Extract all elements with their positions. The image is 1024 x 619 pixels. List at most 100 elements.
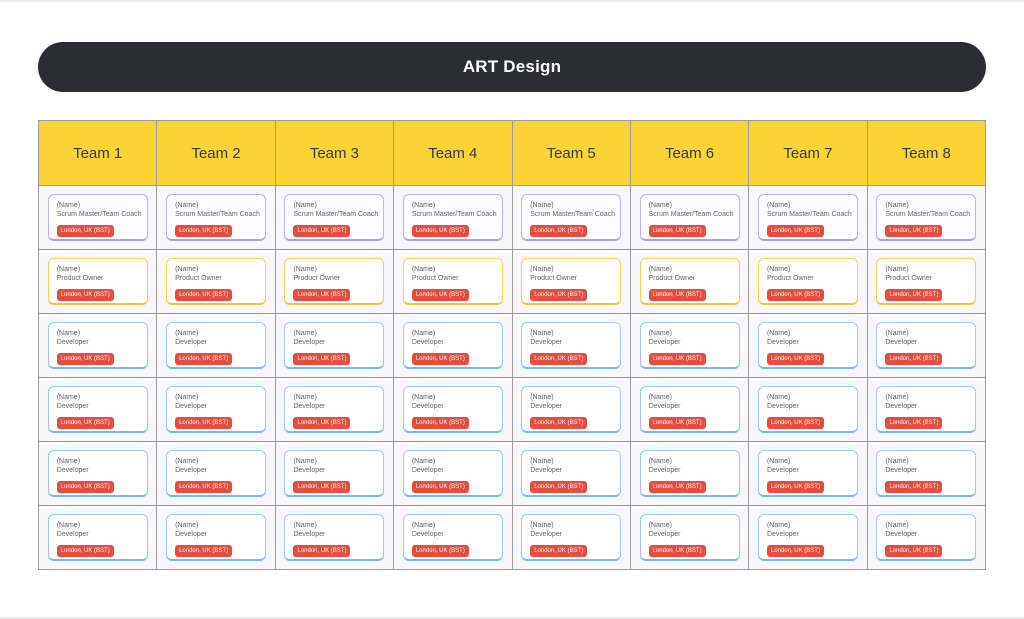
developer-card[interactable]: (Name) Developer London, UK (BST) (639, 514, 740, 561)
developer-card[interactable]: (Name) Developer London, UK (BST) (521, 322, 622, 369)
location-badge: London, UK (BST) (885, 417, 943, 429)
team-cell: (Name) Scrum Master/Team Coach London, UK … (511, 185, 631, 250)
developer-card[interactable]: (Name) Developer London, UK (BST) (284, 322, 385, 369)
team-cell: (Name) Developer London, UK (BST) (511, 505, 631, 570)
product-owner-card[interactable]: (Name) Product Owner London, UK (BST) (284, 258, 385, 305)
member-name: (Name) (56, 330, 81, 337)
scrum-master-card[interactable]: (Name) Scrum Master/Team Coach London, UK … (166, 194, 267, 241)
team-cell: (Name) Developer London, UK (BST) (629, 441, 750, 506)
developer-card[interactable]: (Name) Developer London, UK (BST) (284, 386, 385, 433)
member-role: Scrum Master/Team Coach (175, 211, 260, 218)
team-cell: (Name) Developer London, UK (BST) (629, 377, 750, 442)
developer-card[interactable]: (Name) Developer London, UK (BST) (757, 322, 858, 369)
product-owner-card[interactable]: (Name) Product Owner London, UK (BST) (402, 258, 503, 305)
team-cell: (Name) Product Owner London, UK (BST) (274, 249, 395, 314)
developer-card[interactable]: (Name) Developer London, UK (BST) (47, 514, 148, 561)
location-badge: London, UK (BST) (530, 353, 588, 365)
developer-card[interactable]: (Name) Developer London, UK (BST) (639, 322, 740, 369)
scrum-master-card[interactable]: (Name) Scrum Master/Team Coach London, UK … (521, 194, 622, 241)
team-cell: (Name) Developer London, UK (BST) (37, 505, 158, 570)
scrum-master-card[interactable]: (Name) Scrum Master/Team Coach London, UK … (639, 194, 740, 241)
team-cell: (Name) Developer London, UK (BST) (629, 505, 750, 570)
team-cell: (Name) Scrum Master/Team Coach London, UK … (393, 185, 513, 250)
team-cell: (Name) Developer London, UK (BST) (274, 377, 395, 442)
product-owner-card[interactable]: (Name) Product Owner London, UK (BST) (166, 258, 267, 305)
location-badge: London, UK (BST) (411, 417, 469, 429)
team-cell: (Name) Developer London, UK (BST) (274, 313, 395, 378)
member-role: Scrum Master/Team Coach (56, 211, 142, 218)
developer-card[interactable]: (Name) Developer London, UK (BST) (757, 514, 858, 561)
product-owner-card[interactable]: (Name) Product Owner London, UK (BST) (47, 258, 148, 305)
developer-card[interactable]: (Name) Developer London, UK (BST) (166, 514, 267, 561)
team-cell: (Name) Developer London, UK (BST) (274, 505, 395, 570)
member-name: (Name) (175, 522, 199, 529)
developer-card[interactable]: (Name) Developer London, UK (BST) (47, 322, 148, 369)
developer-card[interactable]: (Name) Developer London, UK (BST) (639, 450, 740, 497)
developer-card[interactable]: (Name) Developer London, UK (BST) (876, 386, 977, 433)
member-name: (Name) (411, 202, 436, 209)
team-cell: (Name) Developer London, UK (BST) (393, 441, 513, 506)
developer-card[interactable]: (Name) Developer London, UK (BST) (639, 386, 740, 433)
member-name: (Name) (885, 394, 909, 401)
member-name: (Name) (530, 330, 554, 337)
team-header-row: Team 1 Team 2 Team 3 Team 4 Team 5 Team … (37, 120, 987, 186)
team-cell: (Name) Developer London, UK (BST) (37, 377, 158, 442)
developer-card[interactable]: (Name) Developer London, UK (BST) (876, 514, 977, 561)
member-name: (Name) (411, 330, 436, 337)
scrum-master-card[interactable]: (Name) Scrum Master/Team Coach London, UK … (402, 194, 503, 241)
location-badge: London, UK (BST) (530, 545, 588, 557)
developer-card[interactable]: (Name) Developer London, UK (BST) (47, 386, 148, 433)
product-owner-card[interactable]: (Name) Product Owner London, UK (BST) (521, 258, 622, 305)
team-cell: (Name) Product Owner London, UK (BST) (37, 249, 158, 314)
member-name: (Name) (175, 202, 199, 209)
developer-card[interactable]: (Name) Developer London, UK (BST) (876, 450, 977, 497)
team-cell: (Name) Developer London, UK (BST) (37, 313, 158, 378)
developer-card[interactable]: (Name) Developer London, UK (BST) (166, 322, 267, 369)
developer-card[interactable]: (Name) Developer London, UK (BST) (402, 386, 503, 433)
member-name: (Name) (56, 394, 81, 401)
developer-card[interactable]: (Name) Developer London, UK (BST) (876, 322, 977, 369)
member-role: Scrum Master/Team Coach (411, 211, 497, 218)
developer-card[interactable]: (Name) Developer London, UK (BST) (402, 450, 503, 497)
product-owner-card[interactable]: (Name) Product Owner London, UK (BST) (639, 258, 740, 305)
member-name: (Name) (56, 202, 81, 209)
developer-card[interactable]: (Name) Developer London, UK (BST) (402, 322, 503, 369)
member-name: (Name) (885, 522, 909, 529)
developer-card[interactable]: (Name) Developer London, UK (BST) (402, 514, 503, 561)
member-name: (Name) (530, 394, 554, 401)
developer-card[interactable]: (Name) Developer London, UK (BST) (284, 514, 385, 561)
member-role: Developer (411, 339, 444, 346)
scrum-master-card[interactable]: (Name) Scrum Master/Team Coach London, UK … (284, 194, 385, 241)
location-badge: London, UK (BST) (766, 545, 824, 557)
developer-card[interactable]: (Name) Developer London, UK (BST) (757, 386, 858, 433)
location-badge: London, UK (BST) (175, 353, 233, 365)
member-role: Developer (411, 531, 444, 538)
member-name: (Name) (885, 330, 909, 337)
developer-card[interactable]: (Name) Developer London, UK (BST) (757, 450, 858, 497)
member-name: (Name) (530, 522, 554, 529)
scrum-master-card[interactable]: (Name) Scrum Master/Team Coach London, UK … (876, 194, 977, 241)
developer-card[interactable]: (Name) Developer London, UK (BST) (166, 386, 267, 433)
member-role: Developer (175, 531, 207, 538)
product-owner-card[interactable]: (Name) Product Owner London, UK (BST) (757, 258, 858, 305)
scrum-master-card[interactable]: (Name) Scrum Master/Team Coach London, UK … (757, 194, 858, 241)
team-header-5: Team 5 (511, 120, 631, 186)
team-cell: (Name) Developer London, UK (BST) (866, 377, 987, 442)
developer-card[interactable]: (Name) Developer London, UK (BST) (521, 514, 622, 561)
member-role: Developer (766, 531, 799, 538)
product-owner-card[interactable]: (Name) Product Owner London, UK (BST) (876, 258, 977, 305)
team-header-3: Team 3 (274, 120, 395, 186)
developer-card[interactable]: (Name) Developer London, UK (BST) (521, 450, 622, 497)
developer-card[interactable]: (Name) Developer London, UK (BST) (47, 450, 148, 497)
team-cell: (Name) Developer London, UK (BST) (629, 313, 750, 378)
developer-card[interactable]: (Name) Developer London, UK (BST) (284, 450, 385, 497)
member-role: Scrum Master/Team Coach (530, 211, 615, 218)
member-role: Product Owner (885, 275, 932, 282)
member-name: (Name) (411, 522, 436, 529)
member-role: Developer (648, 531, 681, 538)
developer-card[interactable]: (Name) Developer London, UK (BST) (166, 450, 267, 497)
developer-card[interactable]: (Name) Developer London, UK (BST) (521, 386, 622, 433)
member-name: (Name) (766, 458, 791, 465)
scrum-master-card[interactable]: (Name) Scrum Master/Team Coach London, UK … (47, 194, 148, 241)
member-name: (Name) (885, 458, 909, 465)
